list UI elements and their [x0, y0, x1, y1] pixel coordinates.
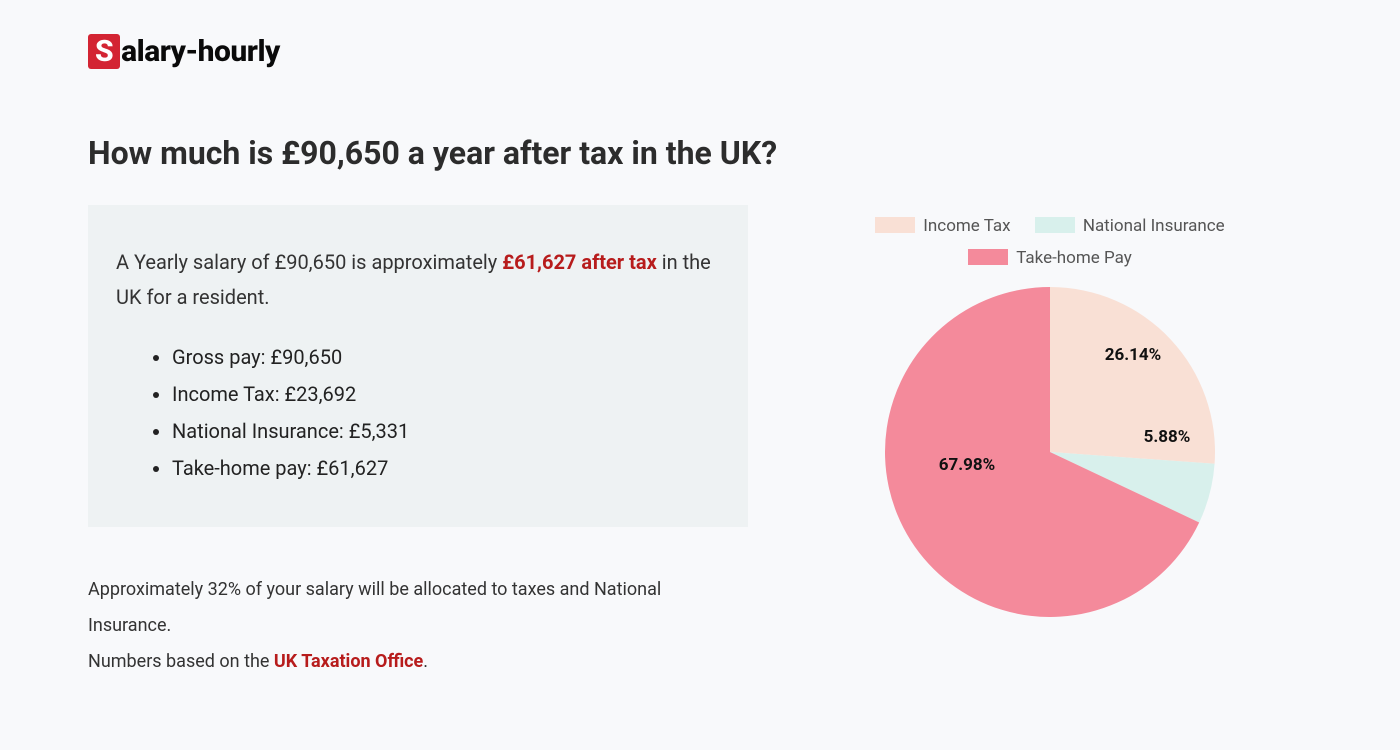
legend-swatch — [968, 249, 1008, 265]
summary-highlight: £61,627 after tax — [502, 250, 657, 274]
summary-lead: A Yearly salary of £90,650 is approximat… — [116, 245, 716, 315]
legend-label: Take-home Pay — [1016, 248, 1132, 268]
legend-label: Income Tax — [923, 216, 1010, 236]
legend-item-takehome: Take-home Pay — [968, 242, 1132, 274]
list-item: Gross pay: £90,650 — [172, 339, 716, 376]
logo-text: alary-hourly — [121, 34, 280, 69]
legend-label: National Insurance — [1083, 216, 1225, 236]
legend-item-ni: National Insurance — [1035, 210, 1225, 242]
site-logo: Salary-hourly — [88, 34, 280, 69]
list-item: Income Tax: £23,692 — [172, 376, 716, 413]
legend-swatch — [875, 217, 915, 233]
pie-label-takehome: 67.98% — [939, 455, 996, 475]
footnote-source-link[interactable]: UK Taxation Office — [274, 651, 423, 672]
pie-label-income-tax: 26.14% — [1105, 345, 1162, 365]
logo-initial: S — [88, 34, 120, 69]
list-item: Take-home pay: £61,627 — [172, 450, 716, 487]
footnote-line2-post: . — [423, 651, 428, 672]
legend-swatch — [1035, 217, 1075, 233]
pie-legend: Income Tax National Insurance Take-home … — [840, 210, 1260, 275]
pie-label-ni: 5.88% — [1144, 427, 1191, 447]
summary-panel: A Yearly salary of £90,650 is approximat… — [88, 205, 748, 527]
pie-chart: 26.14% 5.88% 67.98% — [885, 287, 1215, 617]
pie-svg — [885, 287, 1215, 617]
summary-lead-pre: A Yearly salary of £90,650 is approximat… — [116, 250, 502, 274]
footnote: Approximately 32% of your salary will be… — [88, 572, 748, 680]
legend-item-income-tax: Income Tax — [875, 210, 1010, 242]
footnote-line2-pre: Numbers based on the — [88, 651, 274, 672]
list-item: National Insurance: £5,331 — [172, 413, 716, 450]
summary-list: Gross pay: £90,650 Income Tax: £23,692 N… — [116, 339, 716, 487]
page-title: How much is £90,650 a year after tax in … — [88, 134, 777, 172]
footnote-line1: Approximately 32% of your salary will be… — [88, 579, 661, 636]
chart-area: Income Tax National Insurance Take-home … — [840, 210, 1260, 617]
